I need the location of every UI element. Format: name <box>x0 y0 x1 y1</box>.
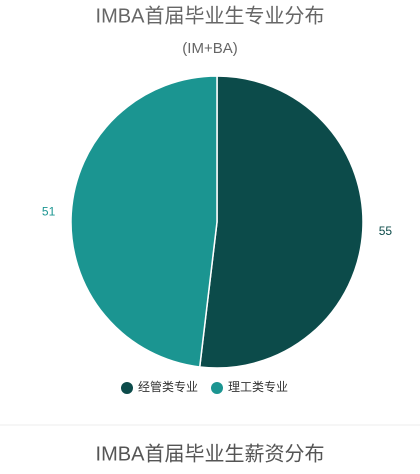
legend-label: 理工类专业 <box>228 379 288 394</box>
legend-label: 经管类专业 <box>138 379 198 394</box>
data-label: 55 <box>379 224 393 238</box>
pie-slice <box>198 75 364 369</box>
chart-subtitle: (IM+BA) <box>182 40 237 57</box>
legend-marker <box>211 382 223 394</box>
next-chart-title: IMBA首届毕业生薪资分布 <box>96 442 325 465</box>
pie-slice <box>70 75 218 368</box>
data-label: 51 <box>42 205 56 219</box>
chart-title: IMBA首届毕业生专业分布 <box>96 4 325 27</box>
legend-marker <box>121 382 133 394</box>
